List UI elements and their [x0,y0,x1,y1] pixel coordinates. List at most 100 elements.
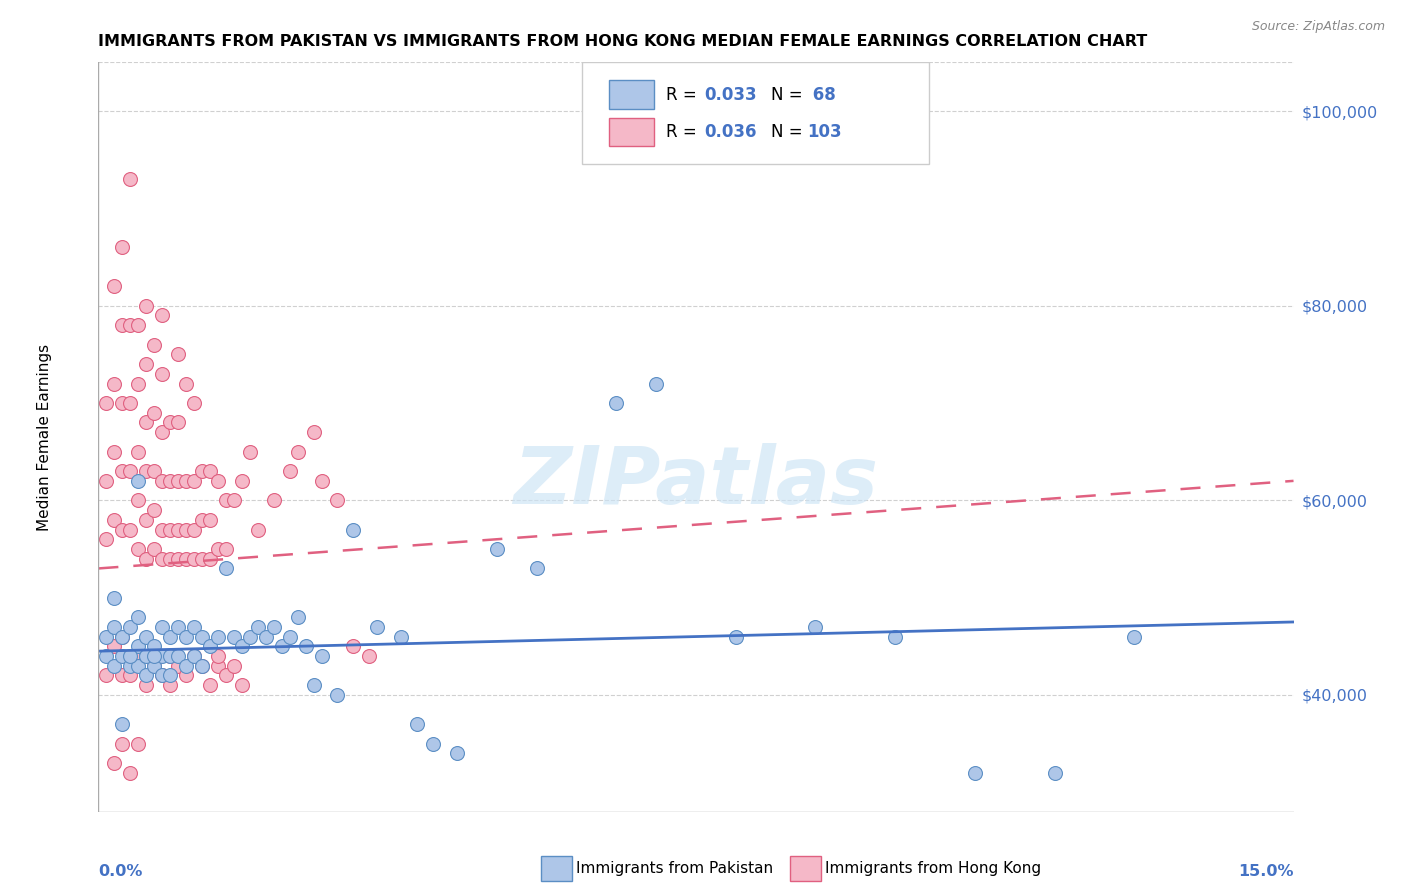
Point [143,464,166,478]
Point [111,717,134,731]
Point [103,444,125,458]
Point [231,474,253,488]
Point [120,668,142,682]
Point [254,630,277,644]
Point [127,640,149,654]
Point [150,648,173,663]
Point [183,620,205,634]
Point [389,630,412,644]
Point [103,591,125,605]
Point [120,765,142,780]
Point [150,309,173,323]
Point [103,376,125,391]
Point [263,493,285,508]
Point [215,668,238,682]
Text: IMMIGRANTS FROM PAKISTAN VS IMMIGRANTS FROM HONG KONG MEDIAN FEMALE EARNINGS COR: IMMIGRANTS FROM PAKISTAN VS IMMIGRANTS F… [98,34,1147,49]
Text: N =: N = [772,86,808,103]
Point [159,551,181,566]
Point [246,620,269,634]
Point [96,648,118,663]
Point [207,541,229,556]
Text: Median Female Earnings: Median Female Earnings [37,343,52,531]
Point [150,474,173,488]
Point [326,493,349,508]
Point [884,630,907,644]
Point [174,658,197,673]
Point [159,678,181,692]
Point [215,561,238,575]
Point [127,493,149,508]
Point [183,648,205,663]
Point [183,551,205,566]
Point [215,541,238,556]
Point [120,658,142,673]
Point [150,668,173,682]
Point [159,630,181,644]
Point [96,474,118,488]
Point [222,658,245,673]
Point [406,717,429,731]
Point [143,640,166,654]
Point [127,610,149,624]
Point [127,648,149,663]
Point [167,551,190,566]
Point [174,474,197,488]
Point [191,658,214,673]
Point [143,406,166,420]
Point [135,299,157,313]
Text: 103: 103 [807,123,842,141]
Point [111,648,134,663]
Point [198,678,221,692]
Point [103,640,125,654]
Point [198,551,221,566]
Point [183,396,205,410]
Point [96,533,118,547]
Point [183,523,205,537]
FancyBboxPatch shape [582,62,929,163]
Point [215,493,238,508]
Point [127,474,149,488]
Point [342,523,364,537]
Point [111,630,134,644]
Point [150,425,173,440]
Point [111,318,134,333]
Point [183,648,205,663]
Point [120,318,142,333]
Point [174,668,197,682]
Point [207,630,229,644]
Point [526,561,548,575]
Text: 0.036: 0.036 [704,123,756,141]
Point [342,640,364,654]
Point [135,416,157,430]
Point [263,620,285,634]
Point [127,658,149,673]
Point [120,464,142,478]
Point [167,648,190,663]
Point [167,416,190,430]
Point [96,396,118,410]
Point [167,347,190,361]
Point [198,640,221,654]
Point [183,474,205,488]
Point [135,551,157,566]
Point [294,640,316,654]
Text: ZIPatlas: ZIPatlas [513,443,879,521]
Point [150,551,173,566]
Text: 0.0%: 0.0% [98,864,143,880]
Point [111,396,134,410]
Point [174,376,197,391]
Point [159,648,181,663]
Point [724,630,747,644]
Point [159,668,181,682]
Point [174,630,197,644]
Point [174,551,197,566]
Point [278,464,301,478]
Point [222,630,245,644]
Point [359,648,381,663]
Point [143,658,166,673]
Point [239,630,262,644]
Point [278,630,301,644]
Point [231,678,253,692]
Point [222,493,245,508]
Point [159,523,181,537]
